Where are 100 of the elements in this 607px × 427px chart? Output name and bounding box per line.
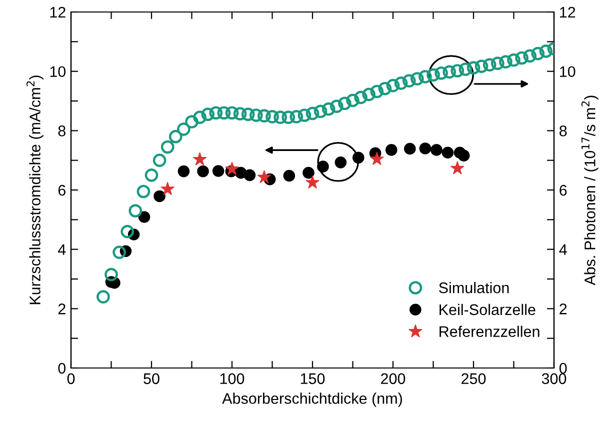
- y2-tick-label: 2: [560, 304, 567, 314]
- point: [466, 61, 480, 74]
- x-tick-label: 300: [542, 373, 566, 384]
- x-tick-label: 200: [381, 373, 406, 384]
- point: [531, 46, 545, 60]
- point: [197, 165, 209, 178]
- y-tick-label: 10: [50, 66, 66, 78]
- point: [378, 82, 392, 96]
- point: [354, 90, 368, 104]
- point: [314, 104, 328, 118]
- point: [185, 115, 198, 128]
- point: [209, 106, 223, 120]
- point: [154, 190, 166, 202]
- point: [178, 165, 190, 178]
- point: [346, 94, 360, 108]
- y2-tick-label: 4: [559, 244, 567, 255]
- point: [442, 146, 454, 159]
- point: [474, 60, 488, 73]
- point: [298, 108, 312, 122]
- point: [244, 169, 256, 182]
- y2-tick-label: 0: [559, 362, 567, 374]
- point: [306, 106, 320, 120]
- point: [385, 144, 398, 156]
- point: [192, 152, 207, 166]
- point: [402, 74, 416, 88]
- point: [458, 62, 472, 76]
- y-tick-label: 6: [58, 184, 66, 196]
- x-tick-label: 0: [67, 373, 75, 384]
- point: [233, 107, 247, 120]
- point: [404, 142, 416, 155]
- point: [418, 70, 432, 84]
- point: [283, 170, 296, 182]
- point: [168, 130, 182, 144]
- point: [138, 211, 150, 223]
- point: [225, 162, 239, 175]
- point: [362, 88, 376, 102]
- point: [96, 290, 110, 304]
- point: [128, 204, 142, 218]
- point: [410, 72, 424, 86]
- y-tick-label: 4: [58, 244, 66, 255]
- point: [225, 106, 239, 120]
- point: [499, 55, 512, 69]
- y-tick-label: 8: [58, 126, 66, 136]
- point: [419, 142, 432, 154]
- point: [515, 51, 528, 65]
- y2-tick-label: 6: [560, 184, 567, 196]
- point: [249, 108, 263, 122]
- point: [177, 122, 190, 136]
- point: [258, 109, 271, 122]
- y-tick-label: 12: [50, 6, 66, 18]
- point: [370, 152, 384, 166]
- point: [322, 102, 336, 116]
- point: [104, 268, 118, 282]
- y2-axis-title: Abs. Photonen / (10$^{17}$/s m$^{2}$): [581, 96, 598, 286]
- point: [330, 100, 344, 114]
- point: [458, 150, 470, 162]
- point: [152, 154, 166, 167]
- point: [144, 168, 158, 182]
- y2-tick-label: 10: [560, 66, 576, 78]
- legend-label: Keil-Solarzelle: [440, 304, 536, 316]
- point: [539, 44, 553, 58]
- point: [434, 66, 448, 80]
- x-tick-label: 250: [462, 373, 486, 384]
- point: [266, 110, 279, 124]
- point: [338, 96, 352, 110]
- point: [523, 49, 537, 63]
- point: [274, 110, 287, 124]
- point: [201, 108, 215, 122]
- point: [112, 246, 126, 259]
- point: [160, 182, 175, 196]
- point: [430, 144, 442, 156]
- legend-label: Simulation: [439, 282, 509, 294]
- point: [386, 78, 400, 92]
- x-tick-label: 150: [300, 373, 325, 384]
- point: [507, 53, 520, 67]
- point: [193, 110, 206, 124]
- point: [212, 165, 224, 177]
- y2-tick-label: 8: [560, 126, 567, 136]
- y2-tick-label: 12: [560, 6, 576, 18]
- point: [370, 84, 384, 98]
- point: [426, 68, 440, 82]
- point: [160, 140, 174, 154]
- point: [450, 161, 464, 174]
- point: [282, 110, 296, 124]
- x-tick-label: 50: [144, 373, 160, 384]
- point: [241, 108, 255, 122]
- y-axis-title: Kurzschlussstromdichte (mA/cm$^{2}$): [26, 76, 44, 304]
- point: [394, 76, 408, 90]
- point: [136, 184, 150, 198]
- x-axis-title: Absorberschichtdicke (nm): [222, 392, 402, 407]
- point: [490, 56, 504, 70]
- point: [302, 166, 314, 179]
- point: [120, 224, 134, 238]
- y-tick-label: 2: [58, 304, 66, 314]
- x-tick-label: 100: [220, 373, 244, 384]
- legend-label: Referenzzellen: [440, 326, 540, 337]
- point: [290, 110, 304, 124]
- point: [257, 170, 272, 184]
- point: [217, 106, 231, 120]
- point: [306, 175, 320, 189]
